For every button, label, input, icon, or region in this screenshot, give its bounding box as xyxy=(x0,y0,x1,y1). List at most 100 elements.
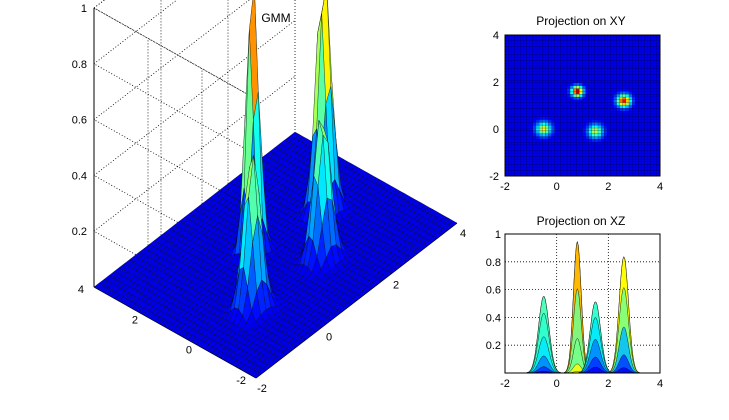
xy-heat-cell xyxy=(563,60,568,64)
xy-heat-cell xyxy=(554,153,558,157)
xy-heat-cell xyxy=(511,71,515,75)
xy-heat-cell xyxy=(644,48,648,53)
xy-heat-cell xyxy=(607,156,611,160)
xy-heat-cell xyxy=(653,48,658,53)
xy-heat-cell xyxy=(560,156,565,160)
xy-heat-cell xyxy=(511,94,515,98)
xy-heat-cell xyxy=(641,91,645,95)
xy-heat-cell xyxy=(585,156,589,160)
xy-heat-cell xyxy=(507,170,512,174)
xy-heat-cell xyxy=(600,142,605,146)
xy-heat-cell xyxy=(597,82,602,86)
xy-heat-cell xyxy=(597,136,602,140)
xy-heat-cell xyxy=(557,116,561,120)
xy-heat-cell xyxy=(545,94,549,98)
xy-heat-cell xyxy=(650,139,654,143)
xy-heat-cell xyxy=(563,43,568,47)
xy-heat-cell xyxy=(604,108,608,112)
xy-heat-cell xyxy=(647,48,651,53)
xy-heat-cell xyxy=(517,113,521,117)
xy-heat-cell xyxy=(576,147,580,151)
xy-heat-cell xyxy=(560,133,565,137)
xy-heat-cell xyxy=(628,167,633,171)
xy-heat-cell xyxy=(613,102,617,106)
xy-heat-cell xyxy=(523,79,527,84)
xy-heat-cell xyxy=(625,99,630,103)
xy-heat-cell xyxy=(607,85,611,89)
xy-heat-cell xyxy=(607,170,611,174)
xy-heat-cell xyxy=(641,94,645,98)
xy-heat-cell xyxy=(653,85,658,89)
xy-heat-cell xyxy=(551,158,555,163)
xy-heat-cell xyxy=(644,125,648,129)
xy-heat-cell xyxy=(585,60,589,64)
xy-heat-cell xyxy=(542,136,546,140)
xy-heat-cell xyxy=(566,68,571,72)
xy-heat-cell xyxy=(622,94,627,98)
xy-heat-cell xyxy=(563,48,568,53)
x-tick-label: 4 xyxy=(460,228,466,240)
xy-heat-cell xyxy=(520,147,524,151)
xy-heat-cell xyxy=(597,88,602,92)
xy-heat-cell xyxy=(526,133,530,137)
xy-heat-cell xyxy=(542,113,546,117)
xy-heat-cell xyxy=(520,133,524,137)
xy-heat-cell xyxy=(591,77,596,81)
xy-heat-cell xyxy=(576,82,580,86)
xy-heat-cell xyxy=(641,99,645,103)
xy-heat-cell xyxy=(557,82,561,86)
xy-heat-cell xyxy=(529,96,534,101)
xy-heat-cell xyxy=(507,153,512,157)
xy-heat-cell xyxy=(579,71,583,75)
xy-heat-cell xyxy=(538,85,543,89)
xy-heat-cell xyxy=(653,170,658,174)
xy-heat-cell xyxy=(517,57,521,61)
xy-heat-cell xyxy=(520,79,524,84)
xy-heat-cell xyxy=(644,40,648,44)
xy-heat-cell xyxy=(526,91,530,95)
xy-heat-cell xyxy=(616,57,620,61)
xy-heat-cell xyxy=(520,82,524,86)
xy-heat-cell xyxy=(644,82,648,86)
xy-heat-cell xyxy=(569,170,574,174)
xy-heat-cell xyxy=(511,68,515,72)
xy-heat-cell xyxy=(638,71,642,75)
xy-heat-cell xyxy=(610,158,614,163)
xy-heat-cell xyxy=(560,74,565,78)
xy-heat-cell xyxy=(529,150,534,154)
xy-heat-cell xyxy=(594,156,599,160)
xy-heat-cell xyxy=(635,68,639,72)
xy-heat-cell xyxy=(538,54,543,58)
xy-heat-cell xyxy=(638,167,642,171)
xy-heat-cell xyxy=(554,51,558,55)
xy-heat-cell xyxy=(557,108,561,112)
xy-heat-cell xyxy=(594,108,599,112)
xy-heat-cell xyxy=(607,147,611,151)
xy-heat-cell xyxy=(628,164,633,168)
xy-heat-cell xyxy=(569,57,574,61)
xy-heat-cell xyxy=(535,54,540,58)
xy-heat-cell xyxy=(542,167,546,171)
xy-heat-cell xyxy=(529,43,534,47)
xy-heat-cell xyxy=(535,170,540,174)
xy-heat-cell xyxy=(507,164,512,168)
xy-heat-cell xyxy=(653,139,658,143)
xy-heat-cell xyxy=(613,144,617,148)
xy-heat-cell xyxy=(551,133,555,137)
xy-heat-cell xyxy=(523,51,527,55)
xy-heat-cell xyxy=(507,51,512,55)
xy-heat-cell xyxy=(548,156,552,160)
xy-heat-cell xyxy=(511,77,515,81)
xy-heat-cell xyxy=(576,164,580,168)
xy-heat-cell xyxy=(507,88,512,92)
xy-heat-cell xyxy=(650,144,654,148)
xy-heat-cell xyxy=(635,91,639,95)
xy-heat-cell xyxy=(616,96,620,101)
xy-heat-cell xyxy=(613,164,617,168)
xy-heat-cell xyxy=(520,105,524,109)
xy-heat-cell xyxy=(535,153,540,157)
xz-plot-frame xyxy=(504,233,661,374)
xy-heat-cell xyxy=(597,164,602,168)
xy-heat-cell xyxy=(588,43,592,47)
xy-heat-cell xyxy=(569,43,574,47)
